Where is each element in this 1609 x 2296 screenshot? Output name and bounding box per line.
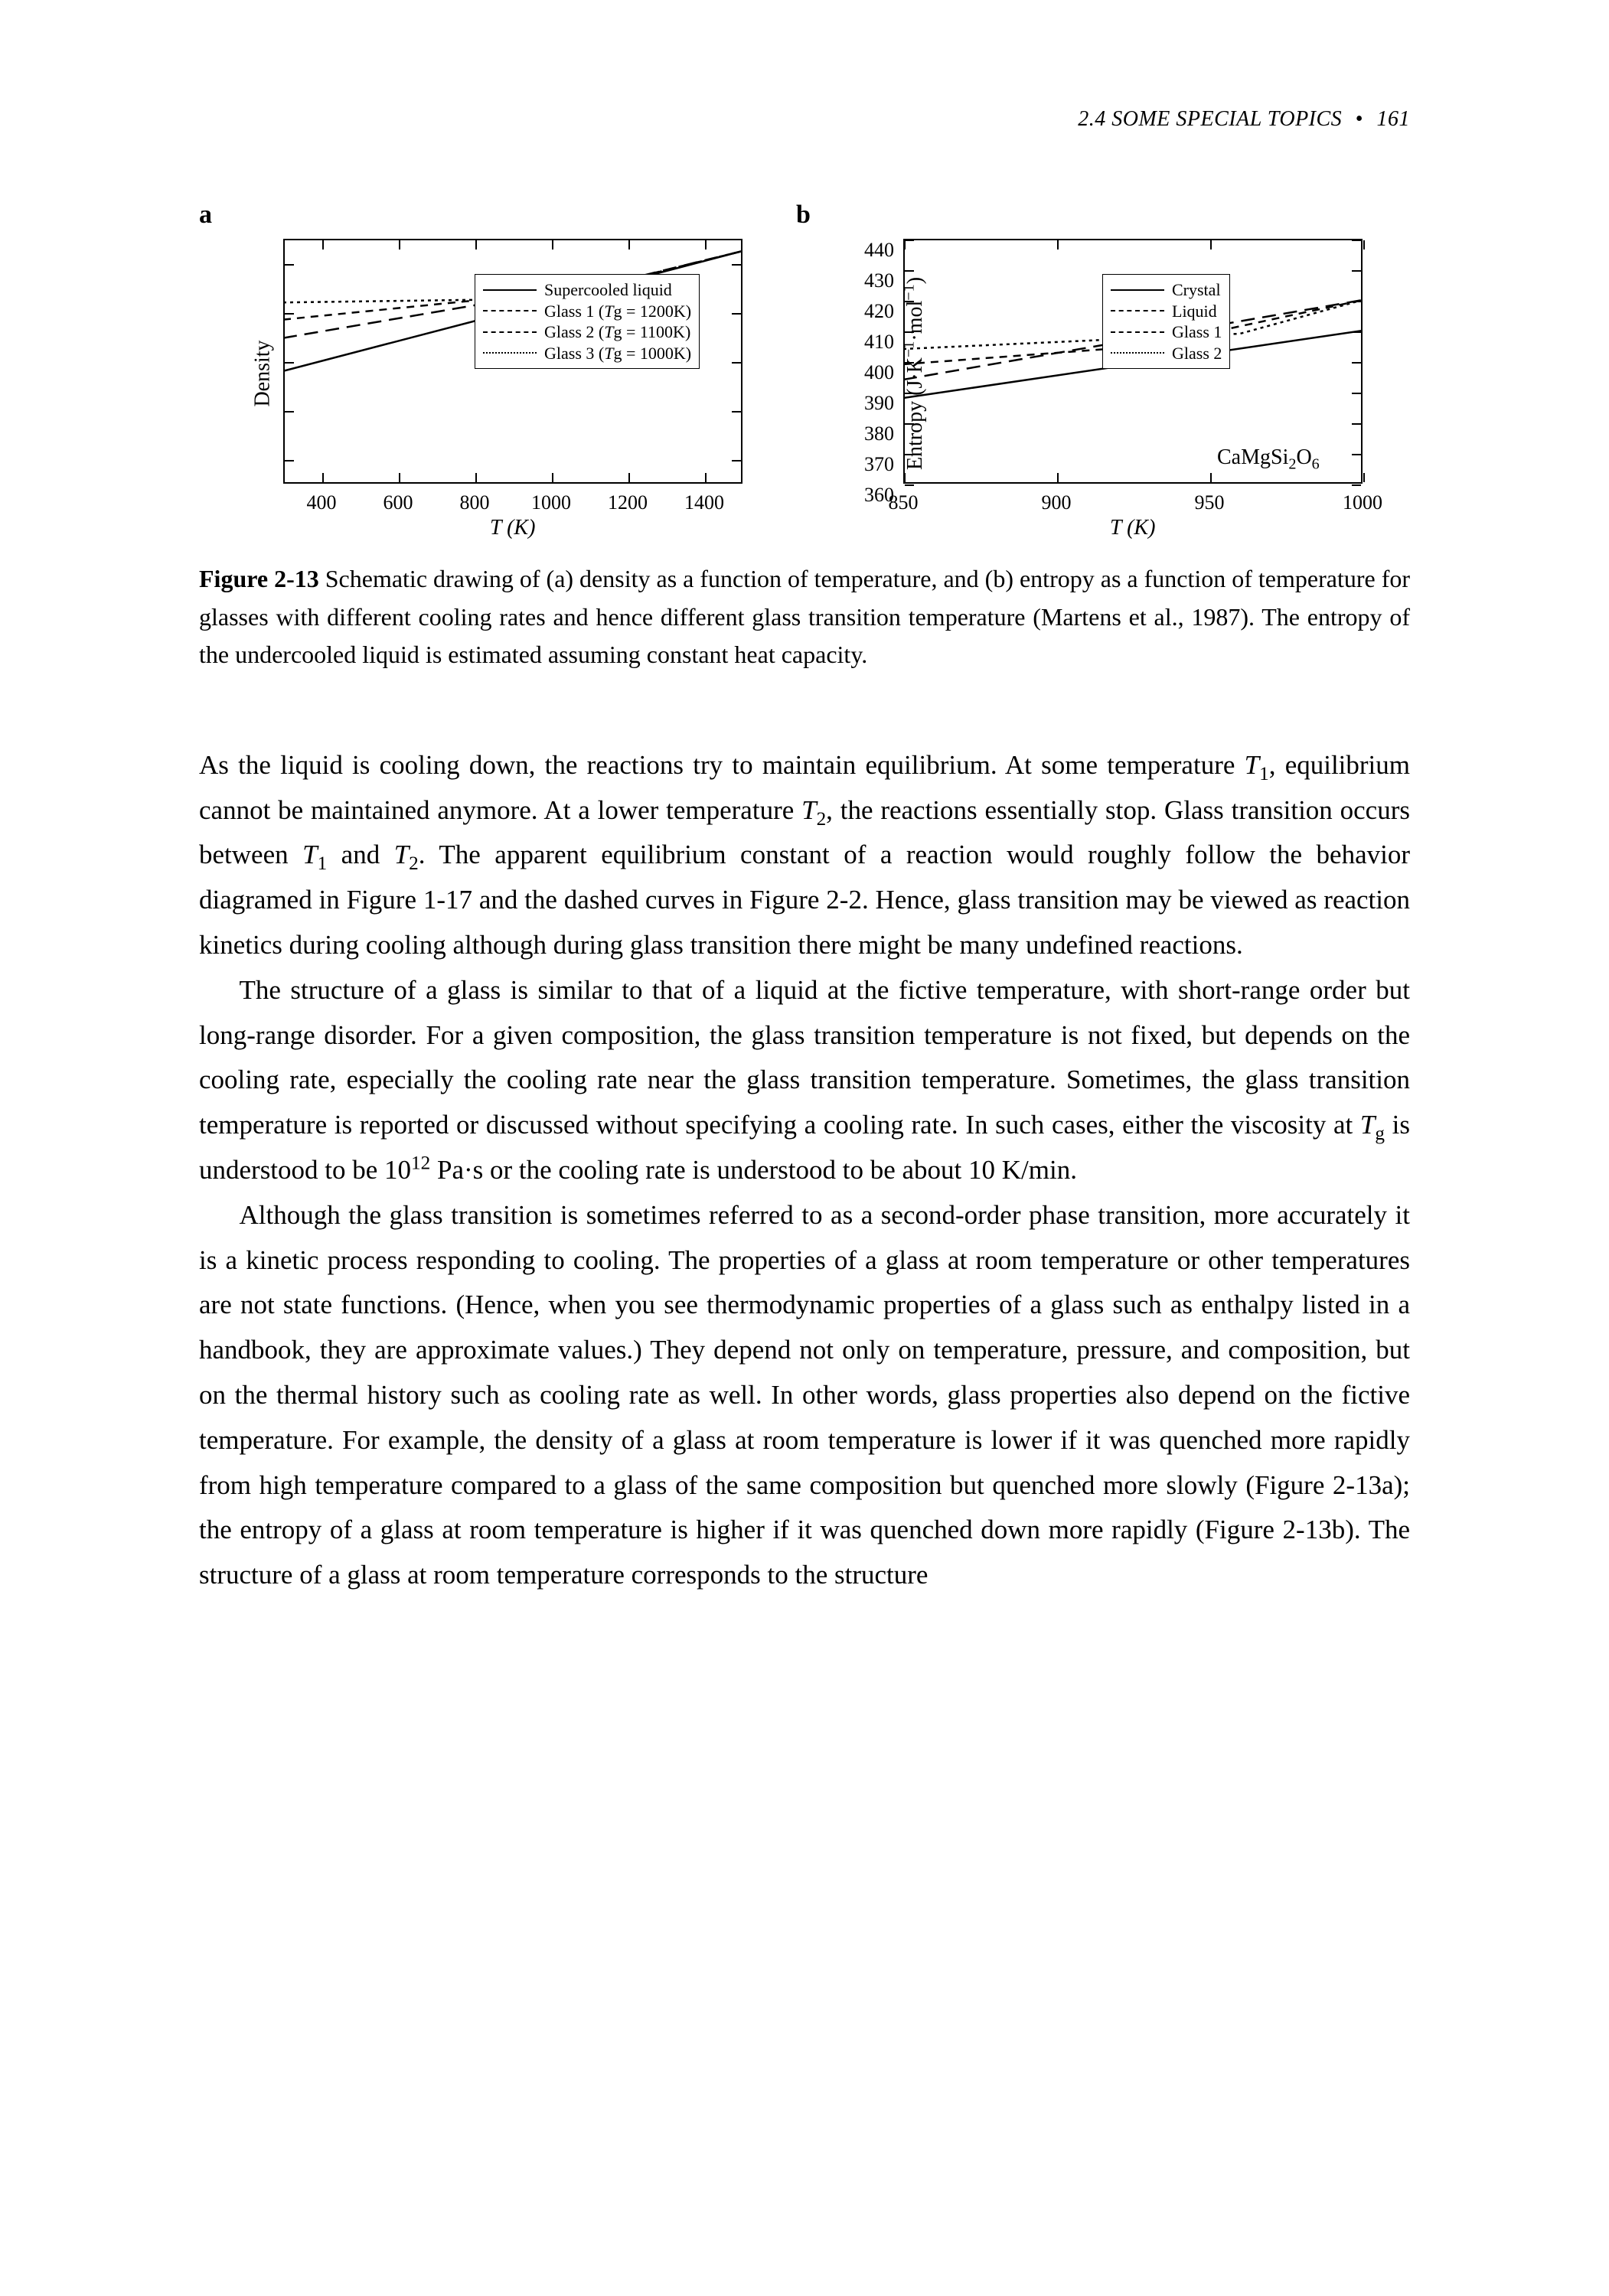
legend-a: Supercooled liquidGlass 1 (Tg = 1200K)Gl…	[475, 274, 700, 369]
paragraph: The structure of a glass is similar to t…	[199, 968, 1410, 1193]
legend-swatch	[1111, 310, 1164, 311]
legend-swatch	[483, 310, 537, 311]
legend-text: Glass 3 (Tg = 1000K)	[544, 343, 691, 364]
xtick-label: 900	[1042, 491, 1072, 514]
legend-row: Glass 2 (Tg = 1100K)	[483, 321, 691, 343]
legend-row: Glass 3 (Tg = 1000K)	[483, 343, 691, 364]
legend-row: Glass 1	[1111, 321, 1222, 343]
y-axis-label-a: Density	[251, 340, 276, 406]
legend-text: Liquid	[1172, 301, 1217, 322]
xtick-label: 1000	[1343, 491, 1382, 514]
xtick-label: 1000	[531, 491, 571, 514]
legend-swatch	[1111, 289, 1164, 291]
panel-label-b: b	[796, 201, 811, 230]
figure-caption: Figure 2-13 Schematic drawing of (a) den…	[199, 560, 1410, 674]
header-separator: •	[1356, 107, 1363, 131]
legend-text: Supercooled liquid	[544, 279, 672, 301]
figure-panel-a: a400600800100012001400T (K)DensitySuperc…	[199, 208, 765, 530]
legend-row: Supercooled liquid	[483, 279, 691, 301]
section-title: 2.4 SOME SPECIAL TOPICS	[1078, 107, 1342, 131]
xtick-label: 800	[460, 491, 490, 514]
legend-text: Glass 2 (Tg = 1100K)	[544, 321, 690, 343]
figure-panel-b: b850900950100036037038039040041042043044…	[796, 208, 1393, 530]
legend-row: Liquid	[1111, 301, 1222, 322]
body-text: As the liquid is cooling down, the react…	[199, 743, 1410, 1598]
xtick-label: 950	[1195, 491, 1225, 514]
page-number: 161	[1377, 107, 1411, 131]
legend-swatch	[483, 352, 537, 354]
legend-text: Glass 1	[1172, 321, 1222, 343]
xtick-label: 1200	[608, 491, 648, 514]
xtick-label: 1400	[684, 491, 724, 514]
x-axis-label-a: T (K)	[490, 516, 535, 540]
paragraph: Although the glass transition is sometim…	[199, 1193, 1410, 1598]
legend-text: Crystal	[1172, 279, 1221, 301]
xtick-label: 400	[307, 491, 337, 514]
xtick-label: 600	[383, 491, 413, 514]
compound-label: CaMgSi2O6	[1217, 445, 1320, 470]
paragraph: As the liquid is cooling down, the react…	[199, 743, 1410, 968]
legend-row: Glass 1 (Tg = 1200K)	[483, 301, 691, 322]
legend-row: Glass 2	[1111, 343, 1222, 364]
legend-text: Glass 2	[1172, 343, 1222, 364]
running-header: 2.4 SOME SPECIAL TOPICS • 161	[199, 107, 1410, 132]
legend-swatch	[483, 289, 537, 291]
figure-2-13: a400600800100012001400T (K)DensitySuperc…	[199, 208, 1410, 530]
panel-label-a: a	[199, 201, 212, 230]
legend-swatch	[483, 331, 537, 333]
legend-swatch	[1111, 331, 1164, 333]
legend-text: Glass 1 (Tg = 1200K)	[544, 301, 691, 322]
legend-b: CrystalLiquidGlass 1Glass 2	[1102, 274, 1230, 369]
legend-row: Crystal	[1111, 279, 1222, 301]
legend-swatch	[1111, 352, 1164, 354]
x-axis-label-b: T (K)	[1110, 516, 1155, 540]
